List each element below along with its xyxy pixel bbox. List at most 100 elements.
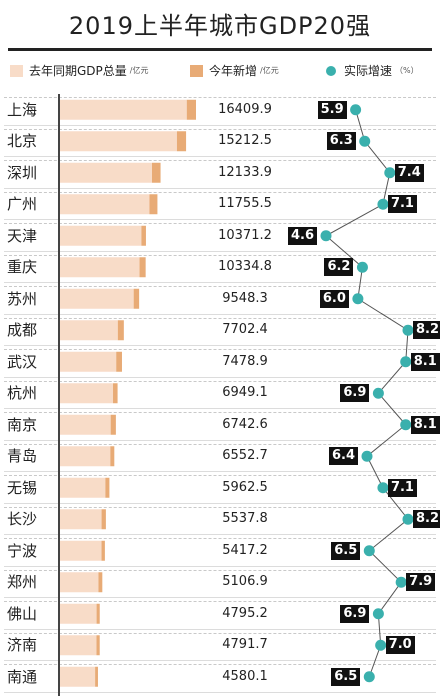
row-separator <box>4 565 436 567</box>
bar-new-increase <box>96 635 100 656</box>
bar-last-year <box>60 540 102 561</box>
growth-data-label: 7.0 <box>385 636 415 655</box>
row-separator <box>4 345 436 346</box>
growth-data-label: 7.1 <box>387 478 417 497</box>
category-label: 天津 <box>7 226 38 245</box>
growth-data-label: 6.0 <box>319 289 349 308</box>
row-dashed-line <box>4 128 436 130</box>
row-separator <box>4 250 436 252</box>
bar-last-year <box>60 635 97 656</box>
growth-data-label: 4.6 <box>288 226 318 245</box>
gdp-value-label: 11755.5 <box>218 196 272 212</box>
bar-last-year <box>60 225 142 246</box>
bar-new-increase <box>117 320 124 341</box>
bar-new-increase <box>113 383 118 404</box>
row-separator <box>4 660 436 661</box>
bar-last-year <box>60 288 134 309</box>
growth-point <box>372 608 384 620</box>
gdp-value-label: 5537.8 <box>222 511 268 527</box>
legend-item-growth-rate: 实际增速 （%） <box>326 62 419 79</box>
gdp-value-label: 7478.9 <box>222 353 268 369</box>
row-separator <box>4 439 436 441</box>
gdp-value-label: 10334.8 <box>218 259 272 275</box>
bar-new-increase <box>139 257 146 278</box>
legend-unit-last-year: /亿元 <box>129 66 149 75</box>
growth-data-label: 6.5 <box>331 667 361 686</box>
bar-new-increase <box>98 572 103 593</box>
category-label: 北京 <box>7 132 38 151</box>
row-separator <box>4 628 436 630</box>
category-label: 无锡 <box>7 478 38 497</box>
row-separator <box>4 313 436 315</box>
row-dashed-line <box>4 380 436 382</box>
growth-point <box>372 387 384 399</box>
growth-data-label: 7.9 <box>406 573 436 592</box>
growth-point <box>350 104 362 116</box>
bar-new-increase <box>176 131 187 152</box>
category-label: 南通 <box>7 667 38 686</box>
growth-point <box>363 545 375 557</box>
row-dashed-line <box>4 349 436 350</box>
row-dashed-line <box>4 97 436 98</box>
legend-unit-new-increase: /亿元 <box>260 66 279 75</box>
bar-last-year <box>60 414 111 435</box>
bar-last-year <box>60 383 114 404</box>
bar-last-year <box>60 666 96 687</box>
bar-new-increase <box>141 225 146 246</box>
row-separator <box>4 156 436 157</box>
legend-label-growth: 实际增速 <box>344 64 393 78</box>
category-label: 长沙 <box>7 510 38 529</box>
legend-swatch-last-year <box>10 64 23 77</box>
category-label: 苏州 <box>7 289 38 308</box>
growth-data-label: 6.2 <box>324 258 354 277</box>
gdp-value-label: 6552.7 <box>222 448 268 464</box>
row-dashed-line <box>4 317 436 319</box>
growth-data-label: 7.4 <box>394 163 424 182</box>
row-dashed-line <box>4 664 436 665</box>
growth-point <box>400 356 412 368</box>
legend-item-new-increase: 今年新增 /亿元 <box>190 62 279 79</box>
growth-data-label: 5.9 <box>317 100 347 119</box>
row-dashed-line <box>4 286 436 287</box>
growth-point <box>359 135 371 147</box>
gdp-value-label: 9548.3 <box>222 290 268 306</box>
bar-last-year <box>60 509 102 530</box>
bar-last-year <box>60 131 177 152</box>
category-label: 郑州 <box>7 573 38 592</box>
legend-label-last-year: 去年同期GDP总量 <box>29 64 127 78</box>
gdp-value-label: 4580.1 <box>222 668 268 684</box>
gdp-value-label: 6949.1 <box>222 385 268 401</box>
bar-new-increase <box>149 194 158 215</box>
category-label: 南京 <box>7 415 38 434</box>
bar-last-year <box>60 603 97 624</box>
bar-new-increase <box>101 540 105 561</box>
row-dashed-line <box>4 412 436 413</box>
growth-point <box>400 419 412 431</box>
row-dashed-line <box>4 569 436 571</box>
row-separator <box>4 597 436 598</box>
category-label: 武汉 <box>7 352 38 371</box>
category-label: 青岛 <box>7 447 38 466</box>
row-dashed-line <box>4 475 436 476</box>
growth-point <box>377 198 389 210</box>
row-separator <box>4 691 436 693</box>
bar-new-increase <box>116 351 122 372</box>
bar-last-year <box>60 162 153 183</box>
bar-last-year <box>60 351 117 372</box>
gdp-value-label: 16409.9 <box>218 101 272 117</box>
legend: 去年同期GDP总量 /亿元 今年新增 /亿元 实际增速 （%） <box>0 62 440 84</box>
gdp-value-label: 6742.6 <box>222 416 268 432</box>
growth-data-label: 7.1 <box>387 195 417 214</box>
row-separator <box>4 124 436 126</box>
row-dashed-line <box>4 506 436 508</box>
row-dashed-line <box>4 254 436 256</box>
row-dashed-line <box>4 160 436 161</box>
bar-new-increase <box>110 414 116 435</box>
category-label: 广州 <box>7 195 38 214</box>
growth-point <box>395 576 407 588</box>
category-axis-line <box>58 94 60 696</box>
growth-data-label: 8.2 <box>413 510 440 529</box>
growth-point <box>375 639 387 651</box>
gdp-value-label: 5417.2 <box>222 542 268 558</box>
